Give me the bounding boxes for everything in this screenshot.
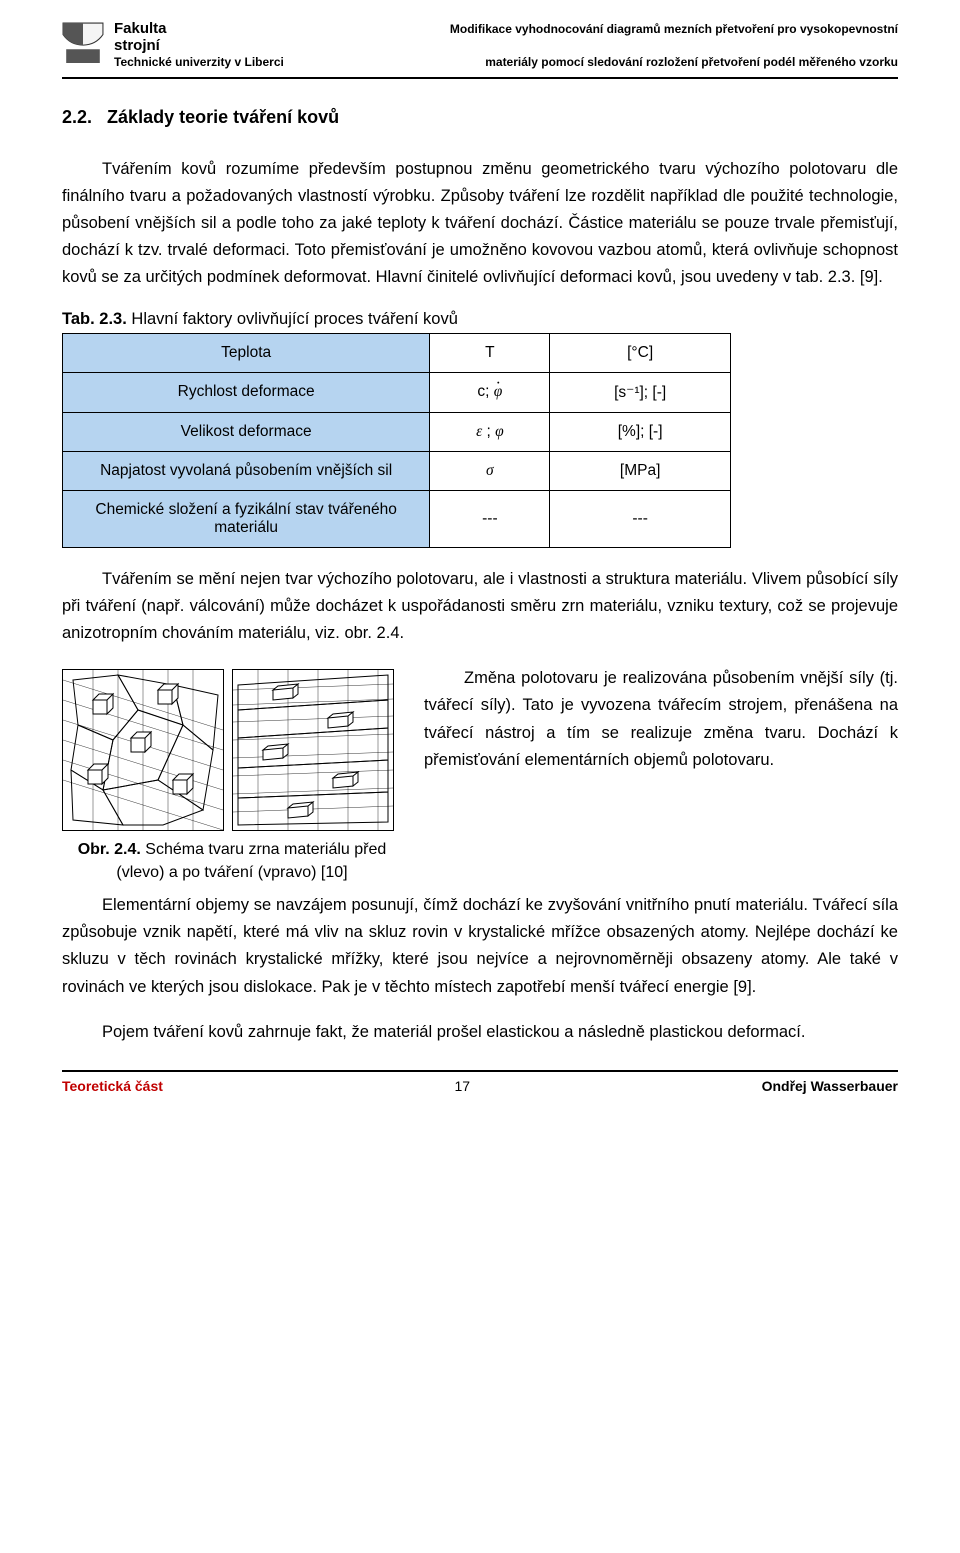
factor-symbol: T bbox=[430, 333, 550, 372]
factor-label: Chemické složení a fyzikální stav tvářen… bbox=[63, 490, 430, 547]
factor-label: Napjatost vyvolaná působením vnějších si… bbox=[63, 451, 430, 490]
factor-label: Rychlost deformace bbox=[63, 372, 430, 412]
factor-unit: [°C] bbox=[550, 333, 730, 372]
university-logo bbox=[62, 22, 104, 64]
header-rule bbox=[62, 77, 898, 79]
page-header: Fakulta strojní Modifikace vyhodnocování… bbox=[62, 20, 898, 69]
footer-author: Ondřej Wasserbauer bbox=[762, 1078, 898, 1094]
faculty-name-line2: strojní bbox=[114, 37, 167, 54]
paragraph-1: Tvářením kovů rozumíme především postupn… bbox=[62, 156, 898, 292]
paragraph-4: Pojem tváření kovů zahrnuje fakt, že mat… bbox=[62, 1019, 898, 1046]
table-row: Napjatost vyvolaná působením vnějších si… bbox=[63, 451, 731, 490]
footer-rule bbox=[62, 1070, 898, 1072]
table-caption-label: Tab. 2.3. bbox=[62, 310, 127, 328]
figure-caption: Obr. 2.4. Schéma tvaru zrna materiálu př… bbox=[62, 839, 402, 884]
page: Fakulta strojní Modifikace vyhodnocování… bbox=[0, 0, 960, 1114]
factor-symbol: --- bbox=[430, 490, 550, 547]
factor-unit: [MPa] bbox=[550, 451, 730, 490]
section-heading: 2.2. Základy teorie tváření kovů bbox=[62, 107, 898, 128]
table-row: Velikost deformace ε ; φ [%]; [-] bbox=[63, 412, 731, 451]
table-row: Rychlost deformace c; φ [s⁻¹]; [-] bbox=[63, 372, 731, 412]
figure-caption-text: Schéma tvaru zrna materiálu před (vlevo)… bbox=[116, 841, 386, 880]
figure-grain: Obr. 2.4. Schéma tvaru zrna materiálu př… bbox=[62, 669, 402, 884]
figure-caption-label: Obr. 2.4. bbox=[78, 841, 141, 858]
section-number: 2.2. bbox=[62, 107, 92, 127]
table-row: Chemické složení a fyzikální stav tvářen… bbox=[63, 490, 731, 547]
factor-label: Velikost deformace bbox=[63, 412, 430, 451]
factor-unit: [%]; [-] bbox=[550, 412, 730, 451]
university-name: Technické univerzity v Liberci bbox=[114, 55, 284, 69]
section-title-text: Základy teorie tváření kovů bbox=[107, 107, 339, 127]
factor-symbol: ε ; φ bbox=[430, 412, 550, 451]
factor-symbol: σ bbox=[430, 451, 550, 490]
table-caption: Tab. 2.3. Hlavní faktory ovlivňující pro… bbox=[62, 310, 898, 329]
thesis-title-line1: Modifikace vyhodnocování diagramů mezníc… bbox=[450, 22, 898, 36]
faculty-name-line1: Fakulta bbox=[114, 20, 167, 37]
table-row: Teplota T [°C] bbox=[63, 333, 731, 372]
paragraph-3: Elementární objemy se navzájem posunují,… bbox=[62, 892, 898, 1001]
factor-label: Teplota bbox=[63, 333, 430, 372]
factor-unit: [s⁻¹]; [-] bbox=[550, 372, 730, 412]
footer-section-name: Teoretická část bbox=[62, 1078, 163, 1094]
grain-after-icon bbox=[232, 669, 394, 831]
paragraph-2a: Tvářením se mění nejen tvar výchozího po… bbox=[62, 566, 898, 648]
table-caption-text: Hlavní faktory ovlivňující proces tvářen… bbox=[127, 310, 458, 328]
thesis-title-line2: materiály pomocí sledování rozložení pře… bbox=[485, 55, 898, 69]
page-footer: Teoretická část 17 Ondřej Wasserbauer bbox=[62, 1078, 898, 1094]
page-number: 17 bbox=[163, 1078, 762, 1094]
factor-symbol: c; φ bbox=[430, 372, 550, 412]
grain-before-icon bbox=[62, 669, 224, 831]
factor-unit: --- bbox=[550, 490, 730, 547]
factors-table: Teplota T [°C] Rychlost deformace c; φ [… bbox=[62, 333, 731, 548]
